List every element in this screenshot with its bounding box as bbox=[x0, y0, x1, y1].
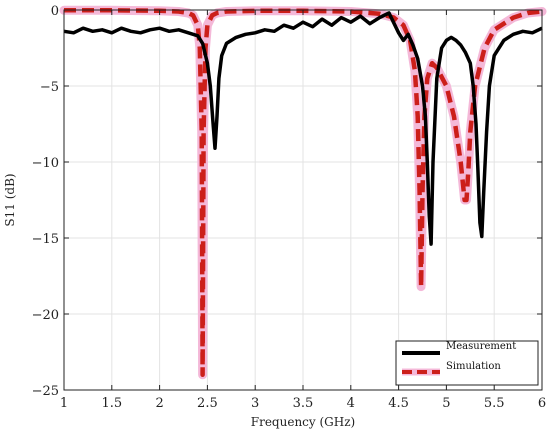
x-tick-label: 5.5 bbox=[484, 396, 505, 411]
legend-label-simulation: Simulation bbox=[446, 361, 501, 372]
x-tick-label: 1 bbox=[60, 396, 68, 411]
x-tick-label: 3.5 bbox=[293, 396, 314, 411]
series-layer bbox=[59, 5, 547, 380]
legend-label-measurement: Measurement bbox=[446, 341, 516, 352]
x-ticks: 1 1.5 2 2.5 3 3.5 4 4.5 5 5.5 6 bbox=[60, 10, 546, 411]
legend-box bbox=[395, 340, 539, 386]
x-tick-label: 1.5 bbox=[101, 396, 122, 411]
series-measurement bbox=[63, 11, 543, 246]
x-tick-label: 2.5 bbox=[197, 396, 218, 411]
y-axis-label: S11 (dB) bbox=[3, 173, 17, 226]
y-tick-label: −10 bbox=[32, 156, 59, 171]
y-tick-label: 0 bbox=[51, 4, 59, 19]
y-tick-label: −15 bbox=[32, 232, 59, 247]
x-tick-label: 3 bbox=[251, 396, 259, 411]
x-tick-label: 4.5 bbox=[388, 396, 409, 411]
y-ticks: 0 −5 −10 −15 −20 −25 bbox=[32, 4, 542, 399]
x-tick-label: 2 bbox=[155, 396, 163, 411]
x-tick-label: 6 bbox=[538, 396, 546, 411]
x-tick-label: 4 bbox=[347, 396, 355, 411]
y-tick-label: −25 bbox=[32, 384, 59, 399]
y-tick-label: −20 bbox=[32, 308, 59, 323]
legend: Measurement Simulation bbox=[395, 340, 539, 386]
y-tick-label: −5 bbox=[40, 80, 59, 95]
x-axis-label: Frequency (GHz) bbox=[251, 415, 355, 429]
x-tick-label: 5 bbox=[442, 396, 450, 411]
